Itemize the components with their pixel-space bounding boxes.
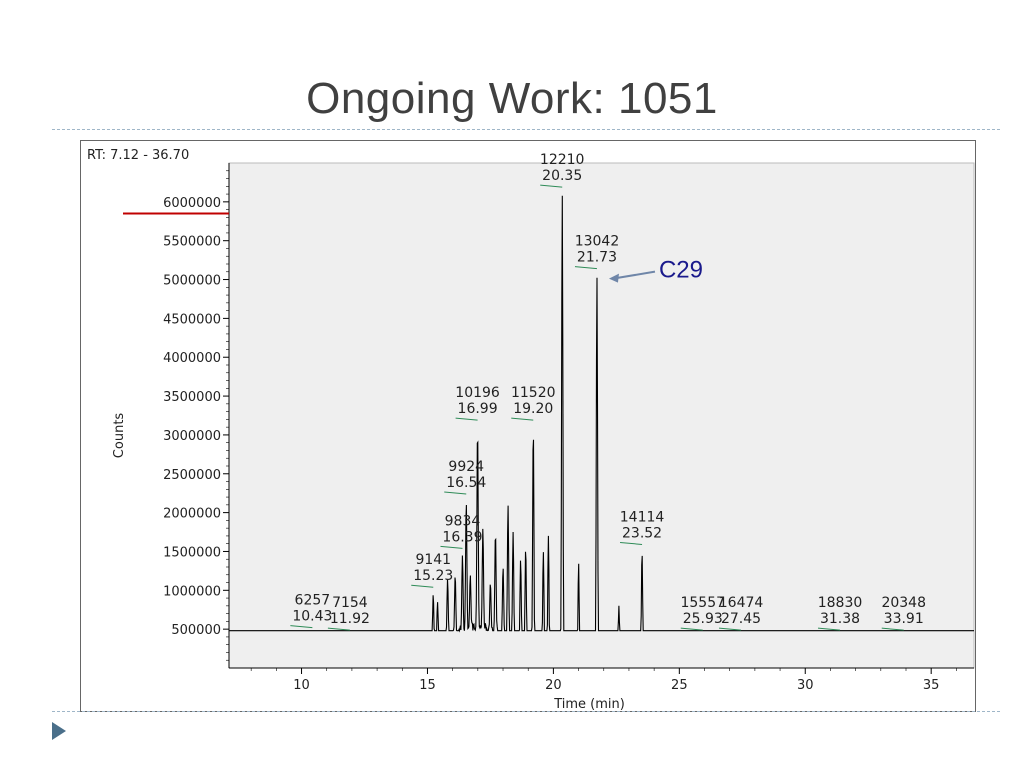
peak-scan-label: 15557 <box>680 595 725 611</box>
peak-label-leader <box>511 417 534 421</box>
bullet-triangle-icon <box>52 722 66 740</box>
y-axis-label: Counts <box>112 413 127 459</box>
peak-scan-label: 20348 <box>881 595 926 611</box>
c29-annotation-arrow <box>612 270 656 280</box>
peak-time-label: 33.91 <box>884 611 924 627</box>
y-tick-label: 5000000 <box>163 274 221 289</box>
peak-label-leader <box>718 627 742 631</box>
y-tick-label: 1000000 <box>163 584 221 599</box>
x-axis: 10 15 20 25 30 35 <box>229 667 974 693</box>
x-tick-label: 35 <box>923 678 940 693</box>
peak-scan-label: 9834 <box>445 513 481 529</box>
x-tick-label: 30 <box>797 678 814 693</box>
footer-divider <box>52 711 1000 712</box>
peak-scan-label: 16474 <box>719 595 764 611</box>
plot-area <box>228 162 975 669</box>
peak-time-label: 15.23 <box>413 568 453 584</box>
peak-scan-label: 9924 <box>448 459 484 475</box>
peak-time-label: 16.39 <box>442 529 482 545</box>
peak-scan-label: 6257 <box>295 593 331 609</box>
x-tick-label: 20 <box>545 678 562 693</box>
chromatogram-chart: RT: 7.12 - 36.70 500000 1000000 1500000 200… <box>87 148 975 711</box>
y-tick-label: 5500000 <box>163 235 221 250</box>
peak-time-label: 19.20 <box>513 401 553 417</box>
c29-annotation-label: C29 <box>659 257 703 284</box>
peak-scan-label: 10196 <box>455 385 500 401</box>
peak-label-leader <box>881 627 904 631</box>
peak-scan-label: 7154 <box>332 595 368 611</box>
chromatogram-frame: RT: 7.12 - 36.70 500000 1000000 1500000 200… <box>80 140 976 712</box>
peak-label-leader <box>411 584 434 588</box>
peak-label-leader <box>290 625 313 629</box>
peak-label-leader <box>540 184 563 188</box>
peak-scan-label: 11520 <box>511 385 556 401</box>
peak-time-label: 16.54 <box>446 475 486 491</box>
peak-label-leader <box>574 266 598 270</box>
y-tick-label: 6000000 <box>163 196 221 211</box>
y-axis: 500000 1000000 1500000 2000000 2500000 300000… <box>163 163 230 668</box>
rt-range-label: RT: 7.12 - 36.70 <box>87 148 189 163</box>
y-tick-label: 2000000 <box>163 507 221 522</box>
peak-time-label: 16.99 <box>458 401 498 417</box>
y-tick-label: 4500000 <box>163 312 221 327</box>
y-tick-label: 4000000 <box>163 351 221 366</box>
peak-label-leader <box>327 627 350 631</box>
peak-scan-label: 9141 <box>415 552 451 568</box>
y-tick-label: 3000000 <box>163 429 221 444</box>
peak-label-leader <box>455 417 478 421</box>
y-tick-label: 2500000 <box>163 468 221 483</box>
peak-scan-label: 18830 <box>818 595 863 611</box>
c29-arrowhead-icon <box>608 273 619 283</box>
peak-label-leader <box>620 541 643 545</box>
peak-label-leader <box>817 627 841 631</box>
peak-time-label: 20.35 <box>542 168 582 184</box>
peak-time-label: 23.52 <box>622 525 662 541</box>
peak-time-label: 27.45 <box>721 611 761 627</box>
x-tick-label: 15 <box>419 678 436 693</box>
x-tick-label: 25 <box>671 678 688 693</box>
peak-label-leader <box>440 545 463 549</box>
peak-scan-label: 12210 <box>540 152 585 168</box>
y-tick-label: 3500000 <box>163 390 221 405</box>
y-tick-label: 500000 <box>171 623 221 638</box>
y-tick-label: 1500000 <box>163 545 221 560</box>
peak-label-leader <box>680 627 703 631</box>
peak-time-label: 25.93 <box>683 611 723 627</box>
slide-title: Ongoing Work: 1051 <box>306 74 718 123</box>
peak-time-label: 10.43 <box>292 609 332 625</box>
peak-time-label: 11.92 <box>330 611 370 627</box>
peak-scan-label: 14114 <box>620 509 665 525</box>
x-tick-label: 10 <box>293 678 310 693</box>
peak-label-leader <box>444 491 467 495</box>
peak-time-label: 21.73 <box>577 250 617 266</box>
peak-time-label: 31.38 <box>820 611 860 627</box>
title-divider <box>52 129 1000 130</box>
chromatogram-trace <box>229 195 974 633</box>
x-axis-label: Time (min) <box>553 697 625 711</box>
peak-scan-label: 13042 <box>575 234 620 250</box>
